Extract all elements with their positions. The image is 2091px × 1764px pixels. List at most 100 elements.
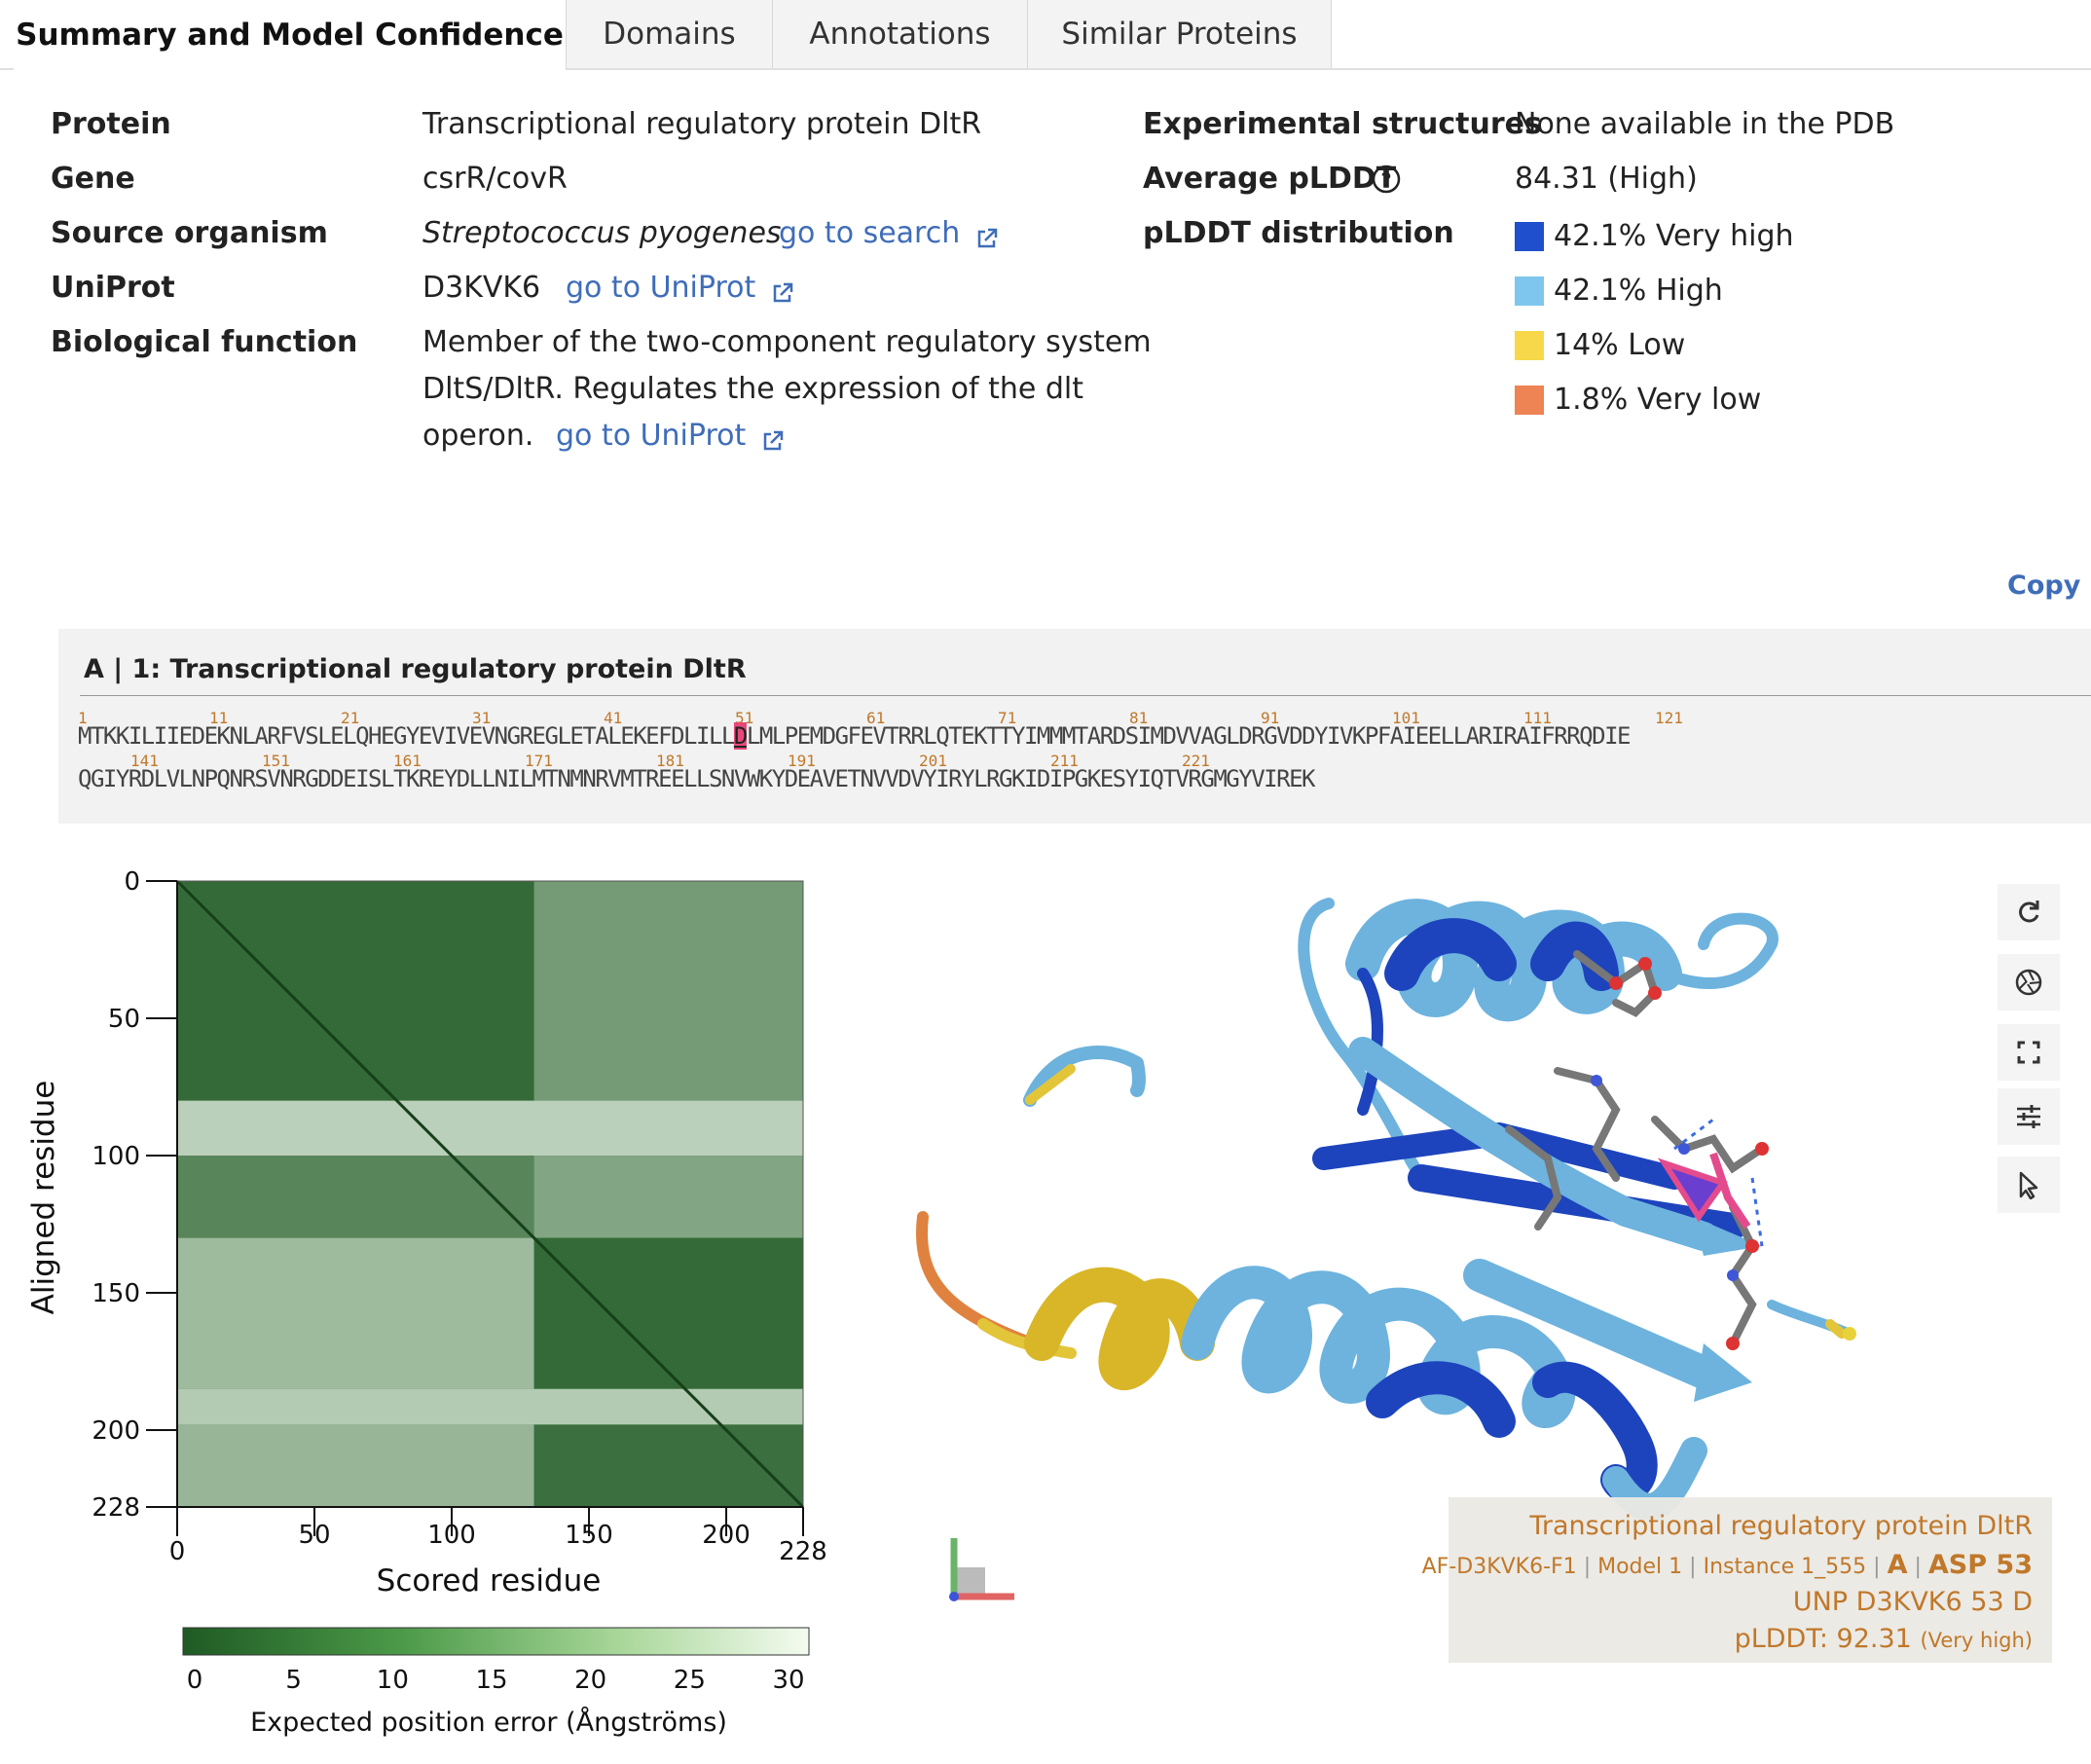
sequence-ruler-2: 141 151 161 171 181 191 201 211 221 — [0, 752, 2091, 771]
pae-diagonal — [175, 879, 805, 1509]
yellow-tip — [1825, 1319, 1847, 1339]
selection-mode-button[interactable] — [1998, 1157, 2060, 1213]
gene-value: csrR/covR — [422, 162, 568, 196]
help-icon[interactable]: ? — [1371, 164, 1402, 195]
sequence-line-2[interactable]: QGIYRDLVLNPQNRSVNRGDDEISLTKREYDLLNILMTNM… — [78, 765, 1316, 792]
organism-search-link-text: go to search — [779, 216, 961, 250]
gene-label: Gene — [51, 162, 135, 196]
sequence-position-label: 181 — [656, 752, 684, 770]
sequence-segment: LMLPEMDGFEVTRRLQTEKTTYIMMMTARDSIMDVVAGLD… — [746, 722, 1632, 750]
tick-label: 50 — [108, 1005, 140, 1034]
n-terminal-coil — [916, 1211, 1038, 1349]
sequence-position-label: 71 — [998, 709, 1017, 727]
avg-plddt-value: 84.31 (High) — [1515, 162, 1698, 196]
sequence-position-label: 41 — [604, 709, 623, 727]
distribution-high: 42.1% High — [1554, 274, 1723, 308]
axes-gizmo — [949, 1538, 1014, 1601]
uniprot-label: UniProt — [51, 271, 175, 305]
copy-sequence-link[interactable]: Copy se — [2007, 570, 2091, 601]
top-helix-core — [1384, 918, 1517, 991]
sequence-position-label: 31 — [472, 709, 492, 727]
sequence-segment: MTKKILIIEDEKNLARFVSLELQHEGYEVIVEVNGREGLE… — [78, 722, 735, 750]
organism-search-link[interactable]: go to search — [779, 216, 998, 250]
pae-block — [177, 1388, 803, 1425]
sliders-icon — [2017, 1105, 2040, 1128]
selected-residue-highlight — [1657, 1158, 1728, 1223]
tick-label: 30 — [772, 1666, 804, 1695]
pae-block — [177, 1100, 803, 1157]
external-link-icon — [774, 282, 793, 302]
sequence-position-label: 191 — [788, 752, 816, 770]
uniprot-value: D3KVK6 — [422, 271, 541, 305]
tick-label: 100 — [92, 1142, 140, 1171]
function-label: Biological function — [51, 325, 358, 359]
sequence-line-1[interactable]: MTKKILIIEDEKNLARFVSLELQHEGYEVIVEVNGREGLE… — [78, 722, 2091, 750]
sequence-title: A | 1: Transcriptional regulatory protei… — [84, 654, 747, 684]
sequence-position-label: 221 — [1182, 752, 1210, 770]
tab-similar-proteins[interactable]: Similar Proteins — [1028, 0, 1332, 68]
organism-label: Source organism — [51, 216, 328, 250]
uniprot-link[interactable]: go to UniProt — [566, 271, 793, 305]
pae-x-axis-label: Scored residue — [377, 1563, 602, 1599]
loop-right — [1659, 912, 1779, 989]
info-title: Transcriptional regulatory protein DltR — [1529, 1511, 2033, 1541]
info-model: Model 1 — [1597, 1555, 1683, 1579]
sequence-panel — [58, 629, 2091, 824]
tick-label: 0 — [187, 1666, 203, 1695]
pae-x-axis: 0 50 100 150 200 228 — [169, 1506, 827, 1566]
function-line-3: operon. — [422, 419, 534, 453]
settings-button[interactable] — [1998, 1088, 2060, 1145]
function-uniprot-link-text: go to UniProt — [556, 419, 747, 453]
nitrogen-atoms — [1591, 1075, 1739, 1281]
side-chain — [1554, 1067, 1621, 1182]
info-plddt-class: (Very high) — [1920, 1629, 2033, 1652]
pae-y-axis: 0 50 100 150 200 228 — [92, 867, 178, 1523]
residue-info-panel: Transcriptional regulatory protein DltR … — [1422, 1497, 2052, 1663]
pae-block — [177, 1424, 534, 1507]
tab-summary[interactable]: Summary and Model Confidence — [14, 0, 567, 70]
experimental-label: Experimental structures — [1143, 107, 1542, 141]
pae-y-axis-label: Aligned residue — [26, 1081, 61, 1315]
side-chain — [1573, 950, 1660, 1017]
distribution-label: pLDDT distribution — [1143, 216, 1454, 250]
tick-label: 0 — [169, 1537, 186, 1566]
fullscreen-button[interactable] — [1998, 1024, 2060, 1081]
very-low-swatch — [1515, 386, 1544, 415]
tab-annotations[interactable]: Annotations — [773, 0, 1028, 68]
experimental-value: None available in the PDB — [1515, 107, 1895, 141]
info-location: AF-D3KVK6-F1 | Model 1 | Instance 1_555 … — [1422, 1550, 2033, 1580]
reset-view-button[interactable] — [1998, 884, 2060, 940]
loop-core — [1357, 968, 1383, 1116]
sequence-divider — [80, 695, 2091, 696]
selected-residue-sidechain — [1709, 1152, 1751, 1230]
svg-text:?: ? — [1380, 169, 1391, 191]
tick-label: 200 — [702, 1521, 751, 1550]
external-link-icon — [978, 228, 998, 247]
sequence-position-label: 171 — [525, 752, 553, 770]
selected-residue[interactable]: D — [733, 722, 748, 750]
fullscreen-icon — [2017, 1041, 2040, 1064]
separator: | — [1689, 1555, 1697, 1579]
camera-aperture-icon — [2015, 969, 2042, 996]
very-high-helix-segment — [1366, 1361, 1516, 1438]
pae-block — [533, 1156, 803, 1238]
tick-label: 5 — [285, 1666, 302, 1695]
sequence-position-label: 211 — [1050, 752, 1079, 770]
external-link-icon — [764, 430, 784, 450]
pae-block — [533, 1424, 803, 1507]
uniprot-link-text: go to UniProt — [566, 271, 756, 305]
side-chain — [1505, 1125, 1562, 1231]
tab-domains[interactable]: Domains — [567, 0, 773, 68]
pae-colorbar — [182, 1627, 810, 1656]
screenshot-button[interactable] — [1998, 954, 2060, 1011]
info-unp: UNP D3KVK6 53 D — [1792, 1587, 2033, 1617]
pae-block — [177, 881, 534, 1101]
low-swatch — [1515, 331, 1544, 360]
sequence-position-label: 101 — [1392, 709, 1420, 727]
structure-viewer[interactable] — [876, 857, 2091, 1694]
pae-block — [177, 1156, 534, 1238]
protein-label: Protein — [51, 107, 171, 141]
function-uniprot-link[interactable]: go to UniProt — [556, 419, 784, 453]
pae-colorbar-ticks: 0 5 10 15 20 25 30 — [187, 1666, 805, 1695]
